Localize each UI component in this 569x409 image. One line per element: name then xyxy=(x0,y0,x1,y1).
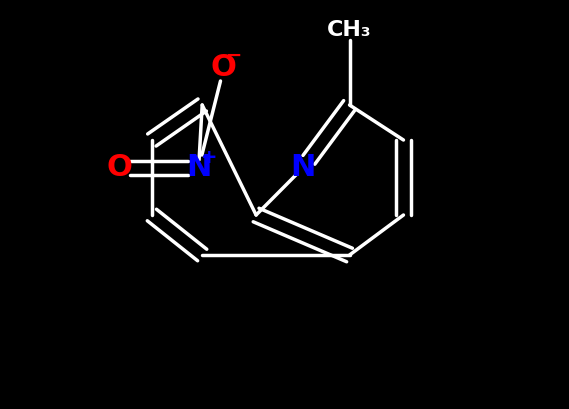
Text: CH₃: CH₃ xyxy=(327,20,372,40)
Text: N: N xyxy=(290,153,316,182)
Text: O: O xyxy=(106,153,133,182)
Text: +: + xyxy=(201,148,217,167)
Text: O: O xyxy=(211,54,237,83)
Text: N: N xyxy=(186,153,211,182)
Text: −: − xyxy=(226,46,242,65)
